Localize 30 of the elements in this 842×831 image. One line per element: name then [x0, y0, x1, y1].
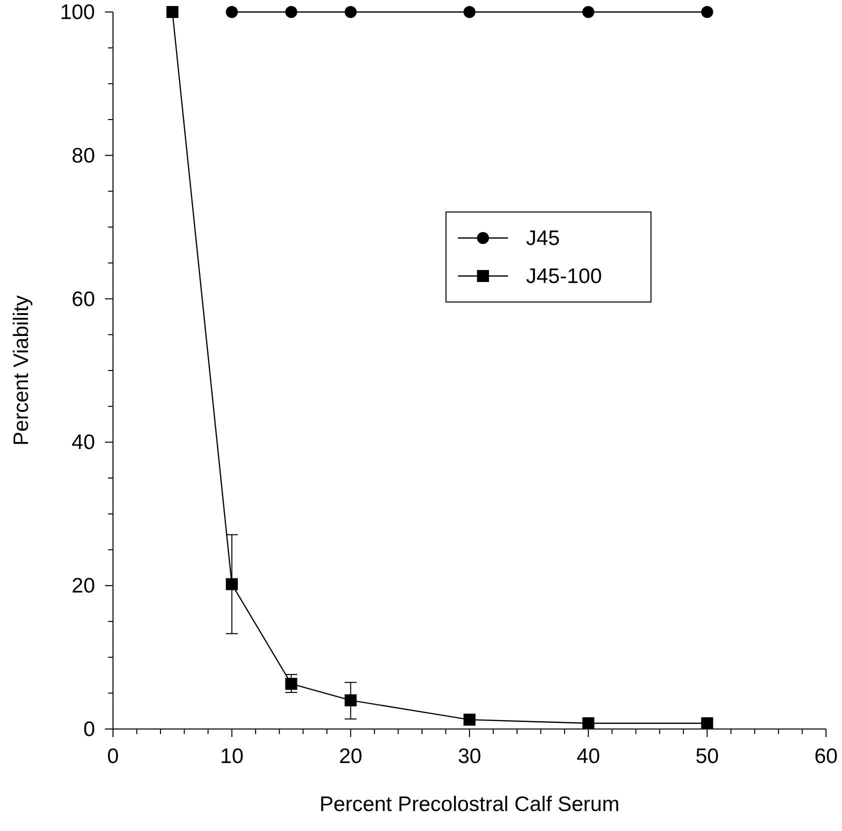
legend-label: J45-100	[526, 265, 602, 288]
y-tick-label: 100	[60, 1, 95, 24]
x-axis-title: Percent Precolostral Calf Serum	[320, 793, 620, 816]
y-axis-title: Percent Viability	[10, 294, 33, 446]
point	[285, 678, 298, 690]
point	[226, 578, 238, 590]
legend-label: J45	[526, 227, 560, 250]
y-tick-label: 40	[72, 431, 95, 454]
x-tick-label: 60	[814, 745, 838, 768]
point	[701, 717, 714, 730]
point	[344, 694, 357, 706]
x-tick-label: 50	[695, 745, 719, 768]
point	[701, 6, 714, 18]
x-tick-label: 20	[338, 745, 362, 768]
point	[464, 714, 476, 726]
x-tick-label: 30	[458, 745, 482, 768]
y-tick-label: 20	[72, 574, 95, 598]
point	[166, 6, 178, 18]
x-tick-label: 0	[107, 745, 119, 768]
point	[464, 6, 476, 18]
point	[344, 6, 357, 18]
y-tick-label: 60	[72, 288, 95, 311]
point	[582, 717, 594, 730]
x-tick-label: 10	[220, 745, 244, 768]
point	[582, 6, 594, 18]
x-tick-label: 40	[576, 745, 600, 768]
point	[285, 6, 298, 18]
y-tick-label: 0	[83, 718, 95, 741]
y-tick-label: 80	[72, 144, 95, 168]
point	[226, 6, 238, 18]
